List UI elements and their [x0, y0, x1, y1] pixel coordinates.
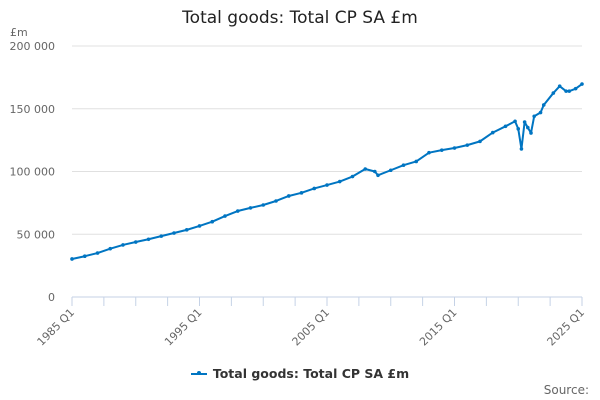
data-point	[223, 214, 227, 218]
data-point	[580, 82, 584, 86]
x-tick-label: 1995 Q1	[162, 306, 205, 349]
data-point	[490, 130, 495, 135]
data-point	[373, 169, 377, 174]
data-point	[564, 89, 568, 93]
x-tick-label: 1985 Q1	[35, 306, 78, 349]
x-tick-label: 2005 Q1	[290, 306, 333, 349]
data-point	[516, 127, 521, 131]
data-point	[541, 103, 546, 107]
data-point	[108, 246, 113, 251]
data-point	[325, 183, 329, 187]
data-point	[146, 237, 151, 242]
data-point	[452, 146, 457, 150]
data-point	[427, 150, 431, 155]
data-point	[529, 131, 533, 135]
data-point	[401, 163, 406, 168]
y-tick-label: 100 000	[10, 166, 56, 179]
data-point	[573, 86, 578, 91]
legend-swatch	[190, 371, 207, 375]
data-point	[519, 147, 524, 151]
data-point	[235, 209, 240, 213]
data-point	[312, 186, 317, 191]
data-point	[513, 119, 517, 124]
data-point	[95, 251, 100, 255]
chart-title: Total goods: Total CP SA £m	[182, 8, 418, 28]
data-point	[82, 254, 87, 259]
data-point	[363, 167, 368, 171]
data-point	[465, 143, 470, 147]
data-point	[551, 91, 556, 95]
data-point	[121, 243, 125, 247]
data-point	[439, 148, 444, 152]
x-tick-label: 2025 Q1	[545, 306, 588, 349]
x-tick-label: 2015 Q1	[417, 306, 460, 349]
data-point	[388, 168, 393, 173]
data-point	[350, 174, 355, 179]
data-point	[172, 231, 176, 235]
data-point	[376, 173, 380, 178]
data-point	[526, 125, 530, 130]
data-point	[197, 224, 202, 228]
y-tick-label: 50 000	[17, 228, 56, 241]
data-point	[286, 194, 291, 198]
data-point	[337, 179, 342, 184]
legend[interactable]: Total goods: Total CP SA £m	[0, 366, 600, 381]
data-point	[248, 206, 253, 210]
data-point	[538, 110, 543, 115]
y-tick-label: 150 000	[10, 103, 56, 116]
data-point	[414, 159, 419, 164]
data-point	[70, 257, 74, 261]
data-point	[478, 139, 482, 144]
data-point	[567, 89, 572, 93]
data-point	[522, 120, 527, 124]
data-point	[133, 240, 138, 244]
data-point	[503, 124, 508, 129]
legend-label: Total goods: Total CP SA £m	[212, 366, 410, 381]
data-point	[159, 234, 164, 238]
y-axis-unit-label: £m	[10, 26, 28, 39]
data-point	[532, 114, 536, 119]
data-point	[210, 219, 215, 224]
data-point	[261, 203, 266, 207]
data-point	[299, 191, 304, 195]
data-point	[274, 199, 278, 203]
y-tick-label: 0	[48, 291, 55, 304]
data-point	[184, 228, 189, 232]
y-tick-label: 200 000	[10, 40, 56, 53]
data-point	[557, 84, 562, 88]
source-label: Source:	[543, 383, 589, 397]
